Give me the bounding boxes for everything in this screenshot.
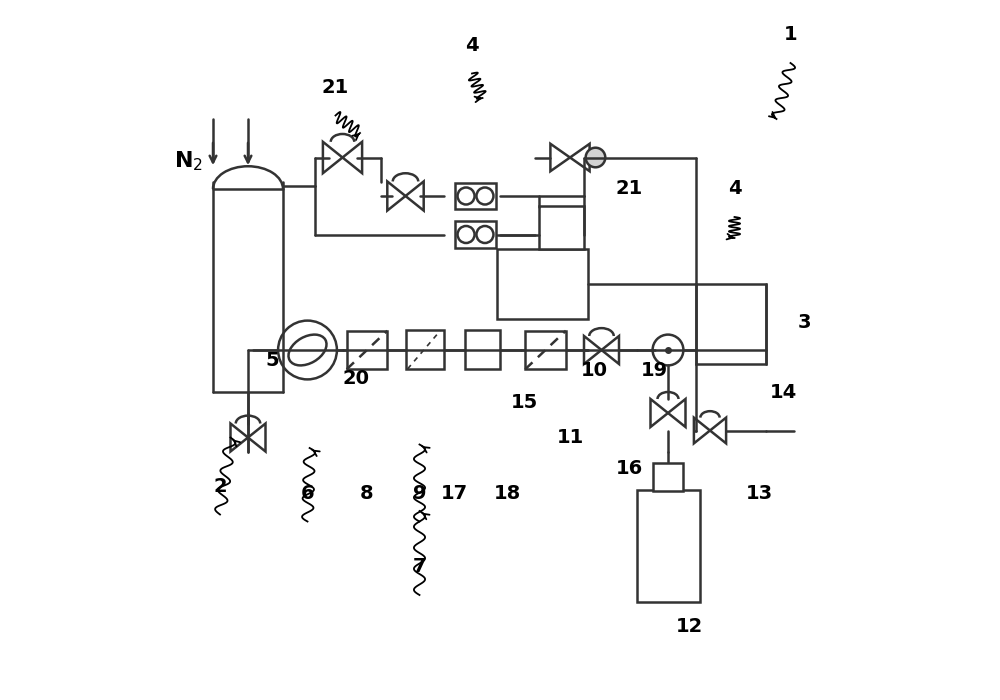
Text: 2: 2 xyxy=(213,477,227,496)
Bar xyxy=(539,206,584,248)
Bar xyxy=(696,284,766,364)
Circle shape xyxy=(586,148,605,167)
Bar xyxy=(653,463,683,491)
Bar xyxy=(637,490,700,602)
Text: 16: 16 xyxy=(616,459,643,479)
Text: 11: 11 xyxy=(556,428,584,447)
Bar xyxy=(465,330,500,369)
Text: 15: 15 xyxy=(511,393,538,412)
Text: 4: 4 xyxy=(465,36,479,55)
Text: 18: 18 xyxy=(493,484,521,503)
Text: N$_2$: N$_2$ xyxy=(174,149,203,173)
Text: 8: 8 xyxy=(360,484,374,503)
Text: 17: 17 xyxy=(441,484,468,503)
Text: 12: 12 xyxy=(675,617,703,636)
Text: 13: 13 xyxy=(745,484,773,503)
Text: 10: 10 xyxy=(581,361,608,381)
Text: 5: 5 xyxy=(266,351,279,370)
Text: 20: 20 xyxy=(343,368,370,388)
Text: 6: 6 xyxy=(301,484,314,503)
Text: 3: 3 xyxy=(798,312,811,332)
Text: 19: 19 xyxy=(640,361,668,381)
Bar xyxy=(455,183,496,209)
Text: 21: 21 xyxy=(322,78,349,97)
Bar xyxy=(496,248,588,318)
Bar xyxy=(525,331,566,370)
Text: 9: 9 xyxy=(413,484,426,503)
Text: 21: 21 xyxy=(616,179,643,199)
Bar xyxy=(406,330,444,369)
Bar xyxy=(347,331,387,370)
Bar xyxy=(455,221,496,248)
Text: 4: 4 xyxy=(728,179,741,199)
Text: 7: 7 xyxy=(413,557,426,577)
Text: 1: 1 xyxy=(784,25,797,45)
Text: 14: 14 xyxy=(770,382,797,402)
